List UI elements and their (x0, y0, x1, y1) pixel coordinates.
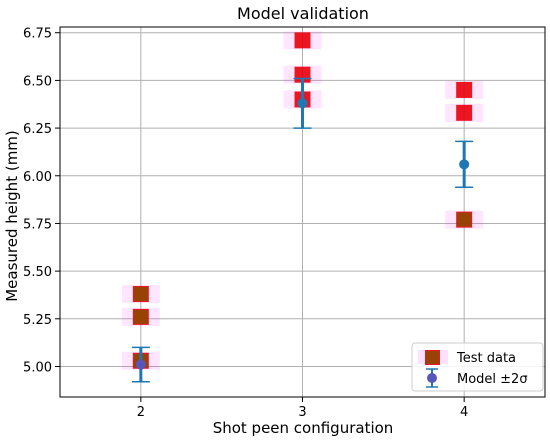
y-tick-label-5.00: 5.00 (23, 360, 52, 375)
model-point-1 (297, 98, 308, 109)
y-tick-label-6.00: 6.00 (23, 170, 52, 185)
test-data-point-core-1 (133, 309, 148, 324)
x-tick-label-2: 2 (137, 405, 145, 420)
legend-box (411, 342, 544, 392)
chart-title: Model validation (237, 4, 369, 23)
y-tick-label-6.75: 6.75 (23, 27, 52, 42)
y-tick-label-6.50: 6.50 (23, 74, 52, 89)
y-tick-label-5.75: 5.75 (23, 217, 52, 232)
y-tick-label-6.25: 6.25 (23, 122, 52, 137)
model-point-0 (135, 359, 146, 370)
x-tick-label-4: 4 (460, 405, 468, 420)
legend-model-marker (427, 373, 437, 383)
x-tick-label-3: 3 (298, 405, 306, 420)
legend: Test data Model ±2σ (411, 342, 544, 392)
model-point-2 (459, 159, 470, 170)
y-tick-label-5.25: 5.25 (23, 313, 52, 328)
test-data-point-core-8 (457, 212, 472, 227)
legend-test-label: Test data (456, 351, 516, 366)
x-axis-ticks: 2 3 4 (137, 397, 468, 420)
test-data-point-3 (294, 32, 311, 49)
x-axis-label: Shot peen configuration (213, 419, 394, 437)
y-axis-label: Measured height (mm) (3, 130, 21, 302)
test-data-point-6 (456, 81, 473, 98)
model-markers (131, 77, 474, 383)
legend-test-marker-core (426, 351, 439, 364)
legend-model-label: Model ±2σ (457, 372, 528, 387)
test-data-point-core-0 (133, 287, 148, 302)
y-axis-ticks: 5.00 5.25 5.50 5.75 6.00 6.25 6.50 6.75 (23, 27, 60, 375)
test-data-point-7 (456, 104, 473, 121)
y-tick-label-5.50: 5.50 (23, 265, 52, 280)
